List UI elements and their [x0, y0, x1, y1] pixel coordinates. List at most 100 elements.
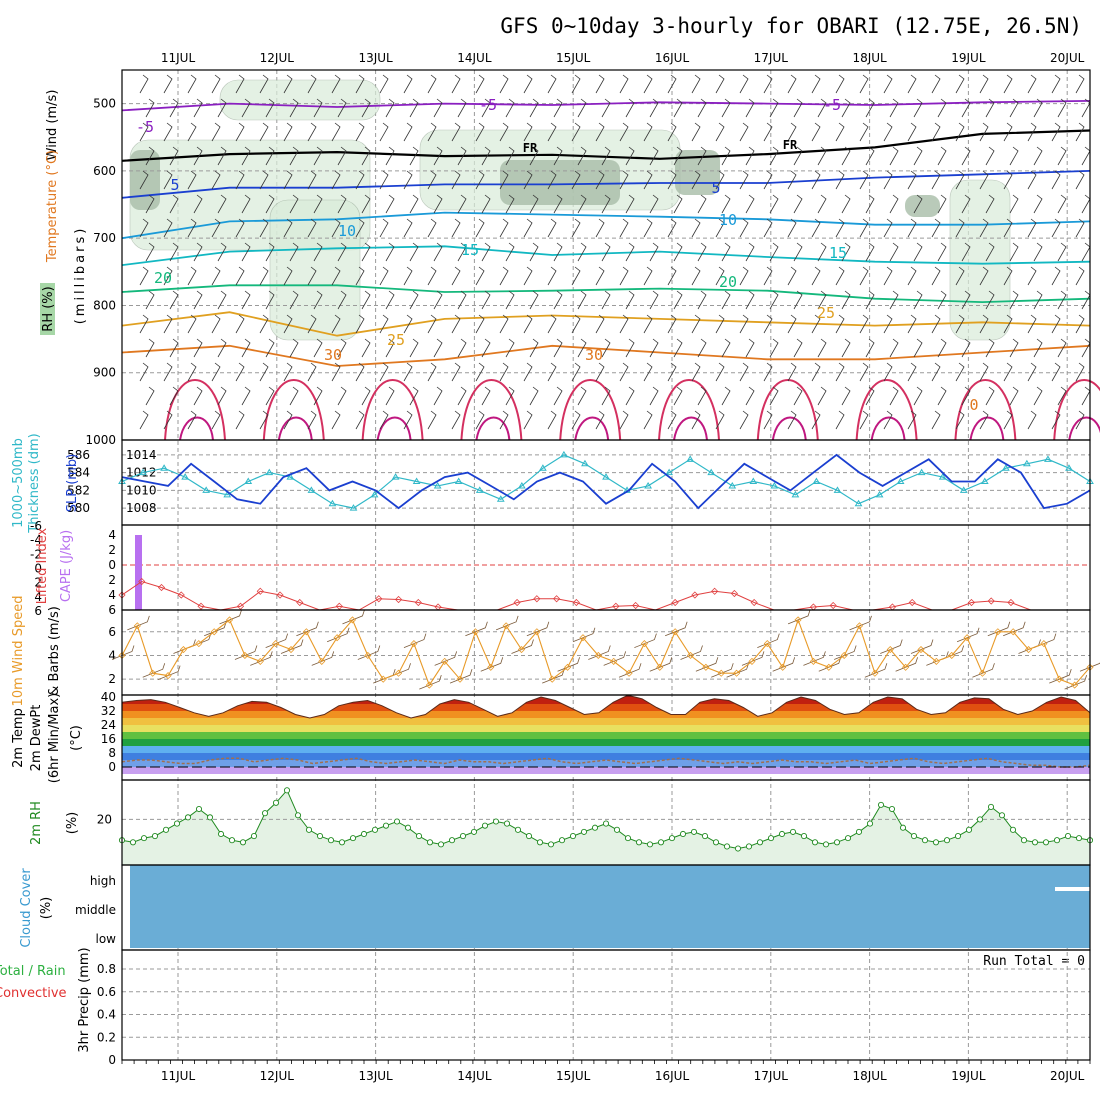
- wind-barb: [931, 122, 941, 142]
- lifted-index-marker: [157, 583, 166, 592]
- wind-barb: [817, 146, 827, 166]
- rh2m-marker: [833, 839, 841, 846]
- wind-barb: [745, 194, 755, 214]
- surface-isotherm: [1068, 416, 1100, 441]
- x-tick-label-bottom: 18JUL: [852, 1069, 887, 1083]
- thickness-marker: [980, 477, 989, 484]
- wind-barb: [1075, 362, 1085, 382]
- wind-barb: [193, 146, 203, 166]
- wind-barb: [193, 386, 203, 406]
- wind-barb: [865, 146, 875, 166]
- wind-barb: [811, 362, 821, 382]
- thickness-marker: [1022, 459, 1031, 467]
- wind10m-marker: [379, 675, 387, 683]
- wind-barb: [931, 218, 941, 238]
- rh2m-marker: [734, 845, 742, 852]
- x-tick-label-bottom: 11JUL: [161, 1069, 196, 1083]
- wind-barb: [259, 314, 269, 334]
- rh2m-marker: [778, 830, 786, 838]
- wind-barb: [355, 410, 365, 430]
- thickness-marker: [202, 486, 211, 493]
- wind-barb: [601, 338, 611, 358]
- wind-barb: [145, 242, 155, 262]
- wind-barb: [241, 338, 251, 358]
- rh2m-marker: [965, 826, 973, 833]
- contour-label: 5: [170, 176, 179, 194]
- wind10m-marker: [733, 669, 741, 677]
- panel-frame: [121, 524, 1091, 611]
- rh2m-marker: [910, 833, 918, 840]
- isotherm-line: [121, 311, 1091, 337]
- wind10m-marker: [779, 663, 787, 671]
- lifted-index-marker: [138, 577, 146, 586]
- axis-label-thickness-2: Thickness (dm): [27, 433, 42, 533]
- wind10m-barb: [726, 663, 749, 678]
- wind-barb: [433, 386, 443, 406]
- wind-barb: [571, 410, 581, 430]
- wind-barb: [1009, 242, 1019, 262]
- wind-barb: [481, 98, 491, 118]
- wind-barb: [403, 122, 413, 142]
- wind-barb: [859, 122, 869, 142]
- wind-barb: [385, 338, 395, 358]
- x-tick-label-top: 13JUL: [358, 51, 393, 65]
- wind10m-marker: [133, 622, 141, 630]
- wind-barb: [1003, 362, 1013, 382]
- wind-barb: [331, 74, 341, 94]
- rh2m-marker: [866, 820, 874, 827]
- isotherm-line: [121, 100, 1091, 112]
- isotherm-line: [121, 344, 1091, 367]
- wind10m-marker: [425, 681, 433, 689]
- wind-barb: [1033, 146, 1043, 166]
- wind-barb: [985, 242, 995, 262]
- wind-barb: [811, 266, 821, 286]
- wind-barb: [169, 242, 179, 262]
- wind-barb: [241, 386, 251, 406]
- wind-barb: [139, 314, 149, 334]
- wind-barb: [403, 410, 413, 430]
- contour-label: 20: [154, 269, 172, 287]
- wind-barb: [379, 170, 389, 190]
- wind-barb: [937, 146, 947, 166]
- wind-barb: [427, 122, 437, 142]
- axis-label-precip-convective: Convective: [0, 986, 67, 1001]
- temp-band: [122, 695, 1090, 697]
- wind-barb: [409, 242, 419, 262]
- wind-barb: [283, 362, 293, 382]
- wind-barb: [547, 362, 557, 382]
- wind-barb: [649, 98, 659, 118]
- wind10m-barb: [357, 645, 381, 660]
- wind-barb: [889, 338, 899, 358]
- cloud-level-label: middle: [75, 903, 116, 917]
- wind-barb: [529, 146, 539, 166]
- wind-barb: [643, 410, 653, 430]
- wind-barb: [235, 74, 245, 94]
- rh2m-marker: [1009, 826, 1017, 833]
- wind-barb: [961, 290, 971, 310]
- surface-isotherm: [460, 379, 523, 441]
- wind-barb: [259, 266, 269, 286]
- lifted-index-marker: [375, 595, 383, 603]
- wind10m-barb: [787, 609, 811, 625]
- surface-isotherm: [658, 379, 720, 441]
- rh-shade: [949, 179, 1011, 341]
- wind-barb: [163, 362, 173, 382]
- rh2m-marker: [239, 839, 247, 846]
- wind-barb: [625, 98, 635, 118]
- wind-barb: [859, 266, 869, 286]
- wind-barb: [571, 122, 581, 142]
- wind-barb: [817, 338, 827, 358]
- wind10m-barb: [664, 621, 688, 637]
- wind-barb: [787, 74, 797, 94]
- x-tick-label-top: 15JUL: [556, 51, 591, 65]
- wind10m-marker: [763, 640, 771, 648]
- wind-barb: [739, 170, 749, 190]
- temp-tick-label: 32: [101, 704, 116, 718]
- wind-barb: [841, 98, 851, 118]
- precip-tick-label: 0.6: [97, 985, 116, 999]
- wind-barb: [1003, 122, 1013, 142]
- rh-shade-dark: [905, 195, 940, 217]
- wind-barb: [625, 386, 635, 406]
- contour-label: FR: [783, 138, 798, 152]
- thickness-marker: [644, 481, 652, 489]
